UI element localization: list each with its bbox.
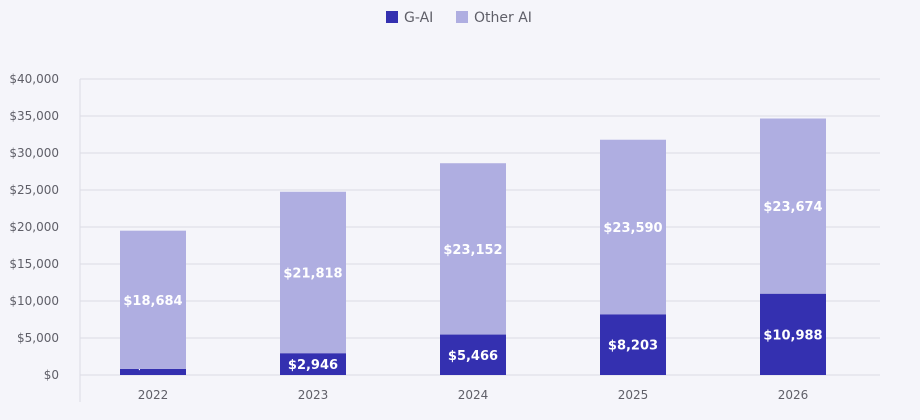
data-label-g-ai-2024: $5,466 <box>448 349 498 364</box>
data-label-g-ai-2025: $8,203 <box>608 339 658 354</box>
bar-other-ai-2023 <box>280 191 346 354</box>
y-tick-label: $35,000 <box>9 109 59 123</box>
y-tick-label: $15,000 <box>9 257 59 271</box>
bar-g-ai-2023 <box>280 353 346 375</box>
bar-other-ai-2022 <box>120 230 186 369</box>
y-tick-label: $20,000 <box>9 220 59 234</box>
data-label-g-ai-2023: $2,946 <box>288 358 338 373</box>
x-tick-label: 2022 <box>138 388 169 402</box>
data-label-other-ai-2025: $23,590 <box>603 221 662 236</box>
legend-label-other-ai: Other AI <box>474 10 532 26</box>
data-label-other-ai-2023: $21,818 <box>283 266 342 281</box>
y-tick-label: $25,000 <box>9 183 59 197</box>
legend-swatch-g-ai <box>386 11 398 23</box>
y-tick-label: $5,000 <box>17 331 59 345</box>
x-tick-label: 2024 <box>458 388 489 402</box>
x-tick-label: 2025 <box>618 388 649 402</box>
y-axis: $0 $5,000 $10,000 $15,000 $20,000 $25,000 $30,… <box>9 72 81 402</box>
data-label-other-ai-2024: $23,152 <box>443 243 502 258</box>
y-tick-label: $30,000 <box>9 146 59 160</box>
x-tick-label: 2026 <box>778 388 809 402</box>
legend-swatch-other-ai <box>456 11 468 23</box>
y-tick-label: $40,000 <box>9 72 59 86</box>
bar-g-ai-2024 <box>440 334 506 375</box>
data-label-g-ai-2026: $10,988 <box>763 328 822 343</box>
bar-other-ai-2024 <box>440 163 506 335</box>
y-tick-label: $0 <box>44 368 59 382</box>
bar-g-ai-2026 <box>760 293 826 375</box>
bar-other-ai-2026 <box>760 118 826 294</box>
y-tick-label: $10,000 <box>9 294 59 308</box>
bars: $819$18,684$2,946$21,818$5,466$23,152$8,… <box>120 118 826 375</box>
legend-label-g-ai: G-AI <box>404 10 433 26</box>
data-label-other-ai-2022: $18,684 <box>123 294 182 309</box>
x-tick-label: 2023 <box>298 388 329 402</box>
x-axis: 2022 2023 2024 2025 2026 <box>138 388 809 402</box>
bar-g-ai-2022 <box>120 368 186 375</box>
legend: G-AI Other AI <box>386 10 532 26</box>
bar-other-ai-2025 <box>600 139 666 315</box>
data-label-other-ai-2026: $23,674 <box>763 200 822 215</box>
bar-g-ai-2025 <box>600 314 666 375</box>
